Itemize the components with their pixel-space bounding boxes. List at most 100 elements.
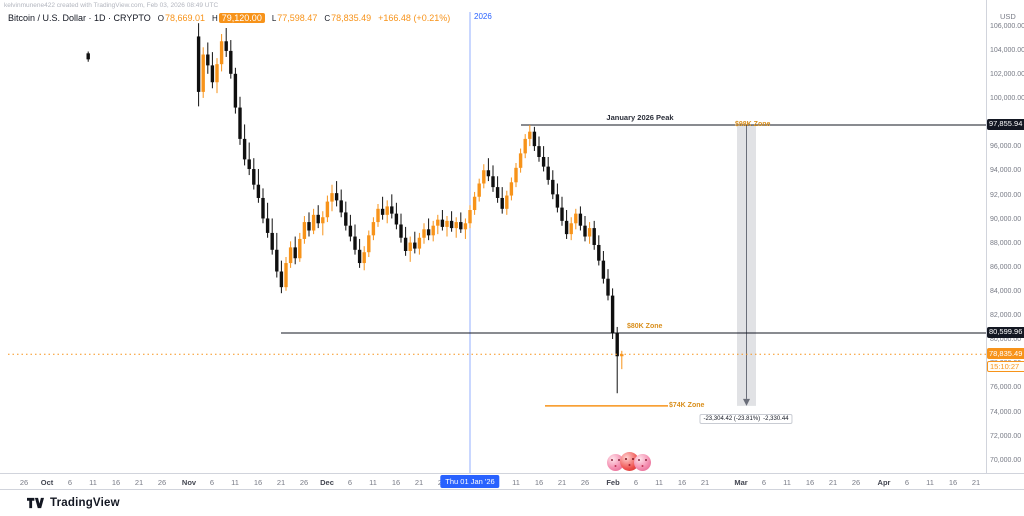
ohlc-high: H 79,120.00 (212, 13, 265, 23)
candle (233, 67, 238, 114)
candle (298, 232, 302, 262)
high-label: H (212, 13, 218, 23)
candle (459, 212, 463, 233)
close-label: C (324, 13, 331, 23)
ohlc-open: O 78,669.01 (158, 13, 205, 23)
price-axis-currency: USD (1000, 12, 1016, 21)
x-axis-tick: 11 (369, 478, 377, 487)
candle (564, 210, 569, 239)
x-axis-tick: 21 (276, 478, 286, 487)
x-axis-tick: Feb (606, 478, 620, 487)
x-axis-tick: 11 (512, 478, 520, 487)
x-axis-tick: 16 (111, 478, 121, 487)
emoji-sticker[interactable] (607, 454, 624, 471)
candle (339, 189, 343, 218)
candle (229, 40, 233, 79)
candle (238, 96, 242, 145)
candle (261, 188, 265, 224)
candle (606, 269, 610, 301)
y-axis-label: 80,000.00 (990, 336, 1022, 344)
price-axis[interactable]: USD 70,000.00 72,000.00 74,000.00 76,000.00… (986, 0, 1024, 490)
74k-zone-label[interactable]: $74K Zone (669, 401, 705, 409)
y-axis-label: 102,000.00 (990, 71, 1024, 78)
tradingview-brand-text[interactable]: TradingView (50, 497, 120, 509)
candle (601, 251, 606, 284)
x-axis-tick: 16 (805, 478, 815, 487)
x-axis-tick: 26 (19, 478, 29, 487)
candle (321, 211, 325, 236)
candle (583, 216, 587, 242)
candle (362, 246, 366, 271)
x-axis-tick: 21 (700, 478, 710, 487)
candle (367, 230, 371, 258)
measure-arrow-icon (743, 398, 750, 406)
year-2026-label[interactable]: 2026 (474, 12, 492, 21)
x-axis-tick: Mar (734, 478, 748, 487)
candle (523, 134, 527, 159)
y-axis-label: 94,000.00 (990, 167, 1022, 175)
x-axis-tick: 26 (580, 478, 590, 487)
candle (302, 216, 307, 244)
watermark-text: kelvinmunene422 created with TradingView… (4, 2, 219, 9)
x-axis-tick: 16 (391, 478, 401, 487)
candle (316, 205, 320, 229)
candle (206, 42, 210, 74)
candle (610, 288, 615, 339)
x-axis-tick: 11 (231, 478, 239, 487)
candle (597, 235, 601, 266)
candle (376, 203, 380, 227)
ohlc-low: L 77,598.47 (272, 13, 318, 23)
candle (431, 220, 435, 242)
candle (587, 222, 592, 244)
y-axis-label: 100,000.00 (990, 95, 1024, 103)
x-axis-tick: 6 (633, 478, 639, 487)
candle (284, 257, 288, 291)
candle (399, 213, 403, 243)
candlestick-chart-canvas[interactable] (0, 0, 986, 490)
price-tag-80k: 80,599.96 (987, 326, 1024, 338)
x-axis-tick: 11 (89, 478, 97, 487)
candle (210, 52, 215, 89)
candle (224, 28, 228, 57)
candle (270, 218, 274, 255)
x-axis-tick: 16 (534, 478, 544, 487)
time-axis[interactable]: 26 Oct 6 11 16 21 26 Nov 6 11 16 21 26 Dec 6 11 16 21 26 6 1… (0, 473, 1024, 490)
low-label: L (271, 13, 277, 23)
x-axis-tick: 6 (347, 478, 353, 487)
y-axis-label: 104,000.00 (990, 46, 1024, 54)
tradingview-logo-icon[interactable] (27, 497, 44, 509)
bar-close-countdown: 15:10:27 (987, 361, 1024, 373)
x-axis-tick: 11 (783, 478, 791, 487)
80k-zone-label[interactable]: $80K Zone (627, 322, 663, 330)
january-2026-peak-label[interactable]: January 2026 Peak (606, 112, 674, 122)
symbol-title[interactable]: Bitcoin / U.S. Dollar · 1D · CRYPTO (8, 13, 151, 23)
candle (219, 34, 224, 72)
candle (468, 205, 472, 229)
candle (537, 136, 541, 162)
x-axis-tick: 6 (761, 478, 767, 487)
candle (390, 194, 394, 219)
candle (578, 206, 583, 231)
candle (436, 214, 440, 235)
x-axis-tick: Nov (181, 478, 197, 487)
symbol-info-bar[interactable]: Bitcoin / U.S. Dollar · 1D · CRYPTO O 78… (8, 13, 450, 23)
x-axis-tick: 21 (557, 478, 567, 487)
y-axis-label: 92,000.00 (990, 191, 1022, 199)
candle (505, 190, 509, 215)
y-axis-label: 96,000.00 (990, 143, 1022, 151)
emoji-sticker[interactable] (634, 454, 651, 471)
98k-zone-label[interactable]: $98K Zone (735, 120, 771, 128)
x-axis-tick: 26 (299, 478, 309, 487)
candle (509, 177, 514, 201)
jan-1-2026-date-tag[interactable]: Thu 01 Jan '26 (440, 475, 500, 488)
candle (528, 124, 532, 147)
measure-tool-readout[interactable]: -23,304.42 (-23.81%) -2,330.44 (699, 413, 793, 424)
candle (403, 226, 408, 256)
candle (307, 212, 311, 237)
candle (454, 217, 458, 238)
candle (265, 202, 270, 238)
candle (330, 184, 334, 212)
candle (417, 232, 422, 255)
candle (491, 165, 495, 192)
candle (288, 241, 293, 268)
